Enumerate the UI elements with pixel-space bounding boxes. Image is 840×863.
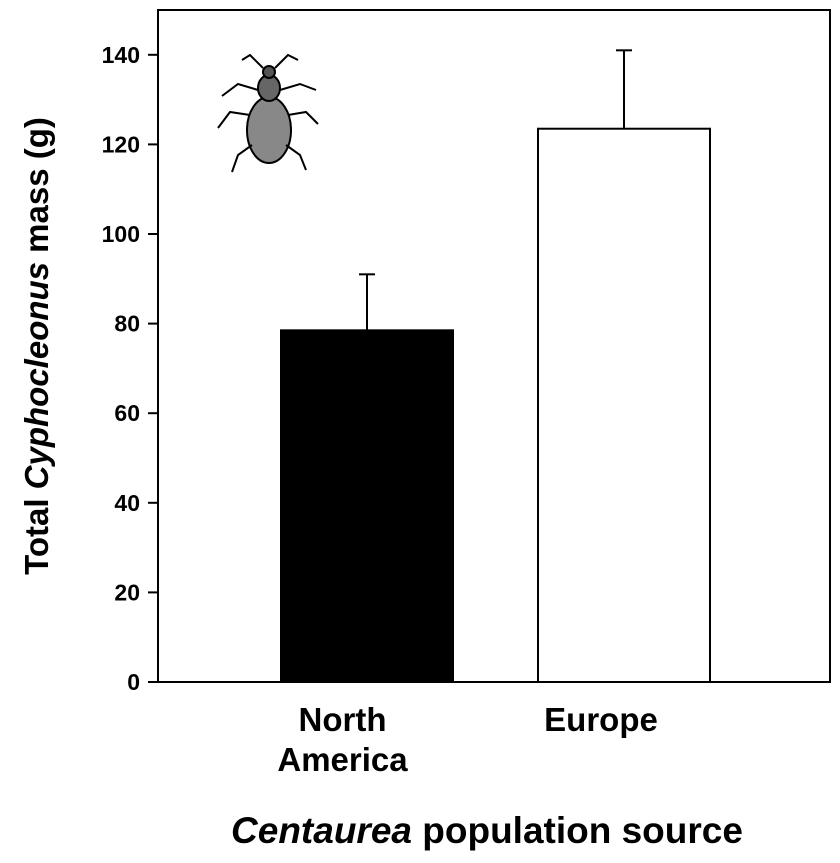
x-tick-label: North America: [277, 701, 408, 778]
y-tick-label: 60: [114, 400, 140, 426]
y-axis-title-part: Total: [18, 489, 55, 575]
bar: [280, 329, 454, 683]
x-tick-label: Europe: [544, 701, 658, 738]
y-axis-title-part: mass (g): [18, 117, 55, 262]
y-axis-title: Total Cyphocleonus mass (g): [18, 117, 55, 575]
y-tick-label: 20: [114, 579, 140, 605]
x-axis-title-part: Centaurea: [231, 810, 412, 851]
beetle-icon: [217, 53, 319, 173]
y-tick-label: 140: [102, 42, 140, 68]
y-tick-label: 100: [102, 221, 140, 247]
y-tick-label: 120: [102, 131, 140, 157]
y-tick-label: 0: [127, 669, 140, 695]
x-axis-title-part: population source: [412, 810, 743, 851]
plot-frame: [157, 9, 831, 683]
y-tick-label: 80: [114, 311, 140, 337]
y-tick-label: 40: [114, 490, 140, 516]
x-axis-title: Centaurea population source: [231, 810, 743, 851]
bar: [537, 127, 711, 684]
y-axis-title-part: Cyphocleonus: [18, 262, 55, 489]
